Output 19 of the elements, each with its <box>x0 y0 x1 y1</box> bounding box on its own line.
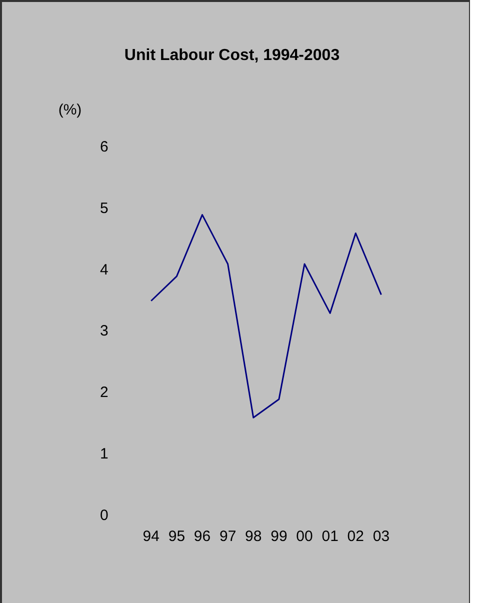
x-tick-label: 94 <box>142 528 160 546</box>
x-tick-label: 01 <box>322 528 338 546</box>
y-tick-label: 4 <box>100 261 108 278</box>
x-tick-label: 97 <box>219 528 236 546</box>
x-tick-label: 03 <box>372 528 390 546</box>
y-axis-title: (%) <box>58 101 82 118</box>
x-tick-label: 99 <box>270 528 288 546</box>
x-tick-label: 95 <box>168 528 186 546</box>
y-tick-label: 3 <box>100 322 108 340</box>
y-tick-label: 0 <box>100 507 108 524</box>
x-tick-label: 96 <box>194 528 211 546</box>
x-tick-label: 98 <box>245 528 262 546</box>
x-tick-label: 00 <box>296 528 313 546</box>
y-tick-label: 5 <box>100 200 108 217</box>
chart-title: Unit Labour Cost, 1994-2003 <box>124 47 340 64</box>
y-tick-label: 1 <box>100 446 108 463</box>
x-tick-label: 02 <box>347 528 364 546</box>
y-tick-label: 2 <box>100 384 108 402</box>
y-tick-label: 6 <box>100 138 108 156</box>
